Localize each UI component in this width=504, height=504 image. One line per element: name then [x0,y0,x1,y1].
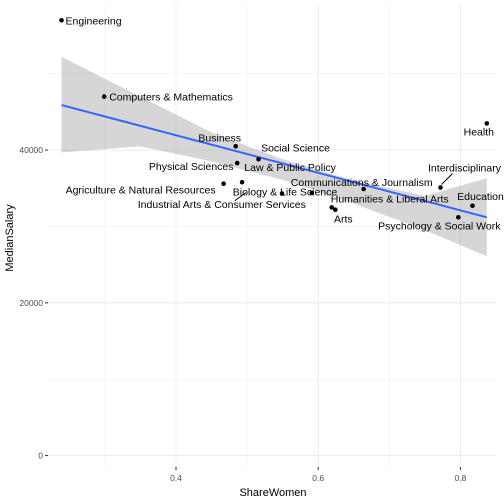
plot-panel [48,5,496,467]
point-label: Interdisciplinary [428,163,502,175]
point-labels: Engineering Computers & Mathematics Busine… [66,15,504,232]
data-point [239,179,245,185]
data-point [438,185,443,190]
data-point [59,18,64,23]
point-label: Industrial Arts & Consumer Services [138,199,306,211]
point-label: Engineering [66,15,122,27]
point-label: Biology & Life Science [233,187,338,199]
point-label: Computers & Mathematics [109,92,233,104]
grid-lines [48,5,496,467]
trend-line-group [61,104,488,219]
x-axis-title: ShareWomen [239,487,306,499]
y-tick-label: 0 [38,451,43,461]
axis-ticks: 0.4 0.6 0.8 0 20000 40000 [19,145,466,483]
data-point [279,191,285,196]
data-points [59,18,490,220]
y-tick-label: 20000 [19,298,43,308]
data-point [329,205,335,210]
point-label: Social Science [261,142,330,154]
x-tick-label: 0.4 [170,473,182,483]
point-label: Physical Sciences [149,161,234,173]
data-point [101,94,107,99]
confidence-band-group [61,56,487,257]
trend-line [61,104,488,219]
confidence-band [61,56,487,257]
point-label: Psychology & Social Work [378,220,501,232]
point-label: Law & Public Policy [244,162,336,174]
y-axis-title: MedianSalary [4,204,16,272]
data-point [256,157,261,162]
data-point [234,160,240,166]
point-label: Agriculture & Natural Resources [66,185,216,197]
x-tick-label: 0.8 [455,473,467,483]
data-point [309,190,315,196]
point-label: Education [457,191,504,203]
point-label: Communications & Journalism [291,177,433,189]
y-tick-label: 40000 [19,145,43,155]
point-label: Business [198,132,241,144]
label-connector [234,192,247,202]
data-point [361,186,367,192]
point-label: Arts [334,214,353,226]
data-point [233,144,238,149]
data-point [221,181,226,186]
data-point [470,203,475,209]
point-label: Humanities & Liberal Arts [331,193,449,205]
x-tick-label: 0.6 [312,473,324,483]
label-connector [441,173,453,185]
label-connector-group [234,173,453,202]
data-point [333,207,338,212]
data-point [456,215,461,220]
point-label: Health [464,126,495,138]
data-point [484,121,490,126]
